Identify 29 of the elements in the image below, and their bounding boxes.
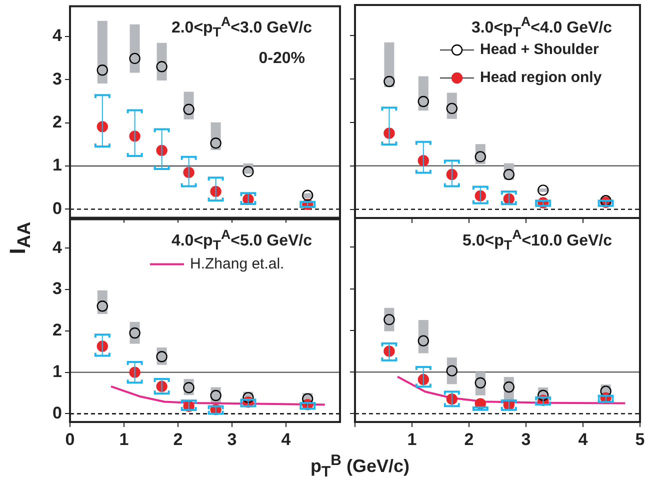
- text: 5.0<p$_{T}$$^{A}$<10.0 GeV/c: [462, 226, 612, 255]
- y-tick-label: 1: [52, 362, 62, 382]
- legend-label: Head region only: [480, 69, 602, 86]
- y-tick-label: 2: [52, 112, 62, 132]
- y-tick-label: 0: [52, 198, 62, 218]
- x-tick-label: 4: [578, 430, 588, 449]
- x-tick-label: 4: [281, 430, 292, 449]
- x-axis-title: p$_{T}$$^{B}$ (GeV/c): [310, 452, 410, 481]
- legend-label: Head + Shoulder: [480, 41, 599, 58]
- y-tick-label: 1: [52, 156, 62, 175]
- text: 3.0<p$_{T}$$^{A}$<4.0 GeV/c: [471, 13, 612, 42]
- y-tick-label: 4: [52, 26, 63, 46]
- y-tick-label: 2: [52, 320, 62, 340]
- text: 4.0<p$_{T}$$^{A}$<5.0 GeV/c: [171, 226, 312, 255]
- y-tick-label: 4: [52, 238, 63, 257]
- annotation: 0-20%: [258, 50, 305, 68]
- y-tick-label: 3: [52, 69, 62, 88]
- x-tick-label: 2: [464, 430, 474, 449]
- x-tick-label: 2: [173, 430, 183, 449]
- x-tick-label: 1: [119, 430, 129, 449]
- x-tick-label: 3: [521, 430, 531, 449]
- x-tick-label: 3: [227, 430, 237, 449]
- x-tick-label: 0: [65, 430, 75, 449]
- y-tick-label: 3: [52, 279, 62, 298]
- legend-label: H.Zhang et.al.: [190, 255, 284, 272]
- y-tick-label: 0: [52, 403, 62, 422]
- text: 2.0<p$_{T}$$^{A}$<3.0 GeV/c: [171, 13, 312, 42]
- x-tick-label: 5: [635, 430, 645, 449]
- x-tick-label: 1: [407, 430, 417, 449]
